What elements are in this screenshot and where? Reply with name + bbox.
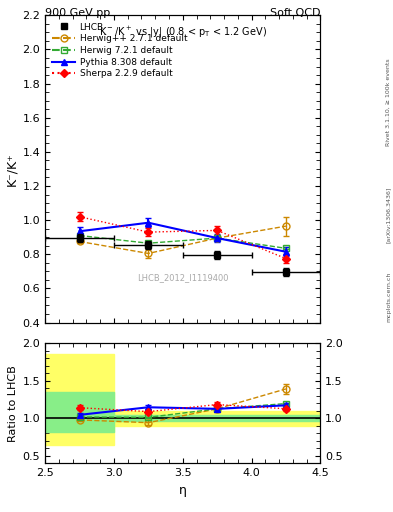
Bar	[114, 415, 320, 421]
Bar	[45, 392, 114, 432]
Legend: LHCB, Herwig++ 2.7.1 default, Herwig 7.2.1 default, Pythia 8.308 default, Sherpa: LHCB, Herwig++ 2.7.1 default, Herwig 7.2…	[50, 20, 190, 81]
Text: [arXiv:1306.3436]: [arXiv:1306.3436]	[386, 187, 391, 243]
Bar	[45, 354, 114, 444]
Text: LHCB_2012_I1119400: LHCB_2012_I1119400	[137, 273, 228, 283]
X-axis label: η: η	[179, 484, 187, 497]
Text: 900 GeV pp: 900 GeV pp	[45, 8, 110, 18]
Y-axis label: K⁻/K⁺: K⁻/K⁺	[5, 152, 18, 186]
Text: Soft QCD: Soft QCD	[270, 8, 320, 18]
Y-axis label: Ratio to LHCB: Ratio to LHCB	[8, 365, 18, 441]
Text: mcplots.cern.ch: mcplots.cern.ch	[386, 272, 391, 322]
Text: K$^-$/K$^+$ vs |y| (0.8 < p$_\mathregular{T}$ < 1.2 GeV): K$^-$/K$^+$ vs |y| (0.8 < p$_\mathregula…	[99, 25, 267, 39]
Text: Rivet 3.1.10, ≥ 100k events: Rivet 3.1.10, ≥ 100k events	[386, 58, 391, 146]
Bar	[114, 411, 320, 426]
